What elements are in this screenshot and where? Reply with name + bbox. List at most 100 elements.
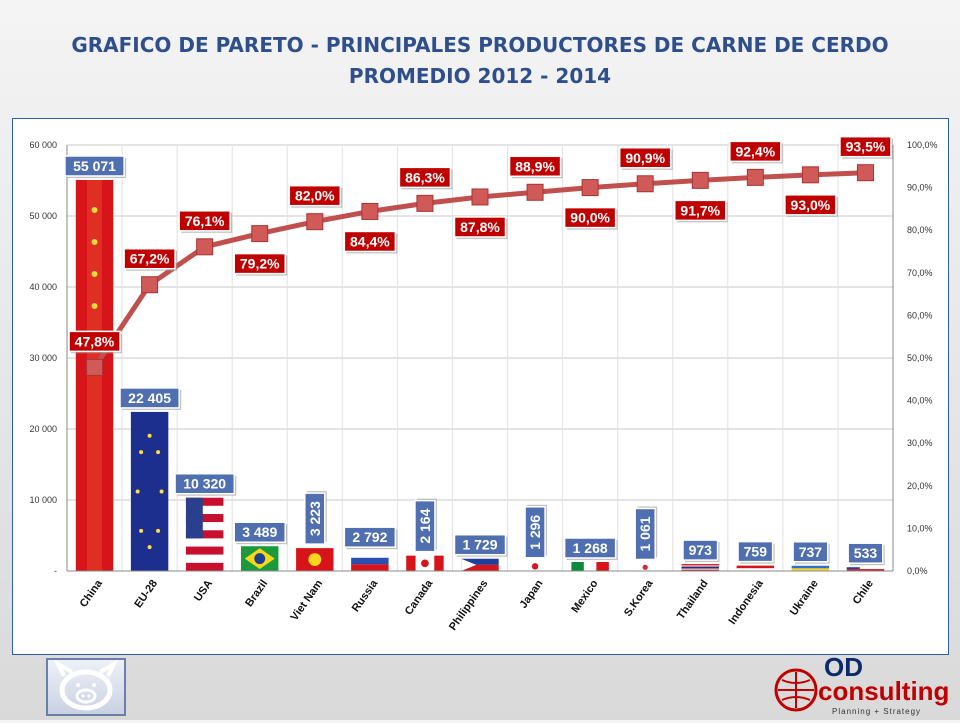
flag-star bbox=[91, 270, 98, 277]
cumulative-marker bbox=[251, 225, 269, 243]
logo-tagline: Planning + Strategy bbox=[832, 707, 921, 716]
y-right-tick-label: 100,0% bbox=[907, 140, 938, 150]
label-text: 91,7% bbox=[680, 202, 720, 218]
label-box bbox=[563, 537, 617, 559]
label-text: 22 405 bbox=[128, 390, 171, 406]
cumulative-label: 88,9% bbox=[508, 155, 563, 179]
x-category-label: Mexico bbox=[569, 578, 600, 616]
label-box bbox=[682, 539, 719, 561]
cumulative-marker bbox=[471, 188, 489, 206]
bar-fill-part bbox=[461, 564, 499, 571]
label-text: 1 268 bbox=[573, 540, 608, 556]
label-text: 92,4% bbox=[735, 143, 775, 159]
label-box bbox=[343, 526, 397, 548]
cumulative-label: 90,0% bbox=[563, 206, 618, 230]
label-text: 973 bbox=[689, 542, 713, 558]
cumulative-marker bbox=[691, 171, 709, 189]
value-label: 973 bbox=[682, 539, 720, 563]
label-box bbox=[304, 492, 326, 545]
label-text: 3 489 bbox=[242, 524, 277, 540]
bar-vietnam bbox=[296, 548, 334, 571]
label-box bbox=[453, 533, 507, 556]
cumulative-label: 79,2% bbox=[233, 252, 288, 276]
flag-star bbox=[308, 553, 322, 566]
label-box bbox=[64, 155, 125, 177]
label-box bbox=[68, 330, 121, 353]
label-text: 737 bbox=[799, 544, 823, 560]
label-text: 759 bbox=[744, 544, 768, 560]
value-label: 1 729 bbox=[453, 533, 508, 557]
logo-brand: OD bbox=[824, 652, 863, 682]
label-box bbox=[839, 135, 892, 158]
cumulative-marker bbox=[581, 179, 599, 197]
cumulative-label: 92,4% bbox=[729, 140, 783, 164]
label-text: 1 061 bbox=[637, 516, 653, 551]
cumulative-marker bbox=[856, 164, 874, 182]
bar-fill-part bbox=[185, 497, 224, 506]
label-box bbox=[524, 506, 546, 559]
od-consulting-logo: OD consulting Planning + Strategy bbox=[772, 630, 949, 718]
value-label: 737 bbox=[792, 541, 830, 564]
cumulative-marker bbox=[746, 168, 764, 186]
label-text: 1 729 bbox=[462, 537, 497, 553]
label-text: 93,5% bbox=[846, 139, 886, 155]
bar-russia bbox=[351, 551, 389, 571]
cumulative-label: 93,5% bbox=[839, 135, 893, 159]
cumulative-label: 91,7% bbox=[674, 199, 728, 223]
label-box bbox=[453, 216, 507, 238]
y-right-tick-label: 60,0% bbox=[907, 310, 933, 320]
x-category-label: Chile bbox=[851, 578, 876, 607]
label-text: 67,2% bbox=[130, 251, 170, 267]
y-right-tick-label: 50,0% bbox=[907, 353, 933, 363]
x-category-label: EU-28 bbox=[132, 578, 160, 610]
flag-sun bbox=[531, 563, 539, 570]
bar-fill-part bbox=[583, 561, 597, 571]
x-category-label: Viet Nam bbox=[289, 578, 326, 623]
x-category-label: USA bbox=[192, 578, 215, 604]
label-box bbox=[398, 166, 452, 189]
y-right-tick-label: 90,0% bbox=[907, 183, 933, 193]
value-label: 2 792 bbox=[343, 526, 398, 550]
cumulative-line-layer bbox=[86, 164, 874, 376]
bar-fill-part bbox=[185, 514, 224, 523]
bar-fill-part bbox=[736, 565, 775, 569]
label-box bbox=[563, 206, 617, 229]
flag-taeguk bbox=[642, 564, 648, 570]
bar-fill-part bbox=[185, 505, 224, 515]
label-text: 93,0% bbox=[791, 197, 831, 213]
label-text: 10 320 bbox=[183, 476, 226, 492]
bar-fill-part bbox=[185, 546, 224, 555]
cumulative-marker bbox=[636, 175, 654, 193]
bar-fill-part bbox=[351, 564, 389, 571]
bar-fill-part bbox=[351, 551, 389, 558]
flag-leaf bbox=[421, 559, 429, 568]
label-box bbox=[508, 155, 562, 178]
bar-fill-part bbox=[791, 568, 830, 571]
value-label: 3 223 bbox=[304, 491, 327, 545]
y-right-tick-label: 70,0% bbox=[907, 268, 933, 278]
x-category-label: China bbox=[78, 577, 106, 610]
logo-brand2: consulting bbox=[818, 676, 948, 706]
bar-brazil bbox=[241, 546, 279, 571]
y-left-tick-label: 30 000 bbox=[29, 353, 57, 363]
flag-star bbox=[159, 489, 164, 494]
bar-fill-part bbox=[736, 568, 775, 571]
label-box bbox=[737, 540, 774, 563]
label-box bbox=[174, 472, 236, 495]
flag-circle bbox=[254, 553, 266, 565]
label-box bbox=[178, 210, 231, 232]
globe-icon bbox=[774, 668, 818, 712]
label-box bbox=[123, 247, 176, 270]
bar-fill-part bbox=[846, 567, 885, 570]
bar-indonesia bbox=[736, 565, 775, 571]
label-text: 90,9% bbox=[625, 150, 665, 166]
flag-star bbox=[147, 433, 152, 438]
bar-fill-part bbox=[846, 567, 860, 570]
chart-panel: - 10 000 20 000 30 000 40 000 50 000 60 000 0,0… bbox=[12, 118, 949, 655]
label-box bbox=[414, 499, 436, 553]
bar-korea bbox=[626, 563, 664, 571]
label-box bbox=[618, 147, 672, 169]
x-category-label: Japan bbox=[517, 578, 545, 611]
y-left-tick-label: 20 000 bbox=[29, 424, 57, 434]
label-box bbox=[288, 184, 342, 207]
